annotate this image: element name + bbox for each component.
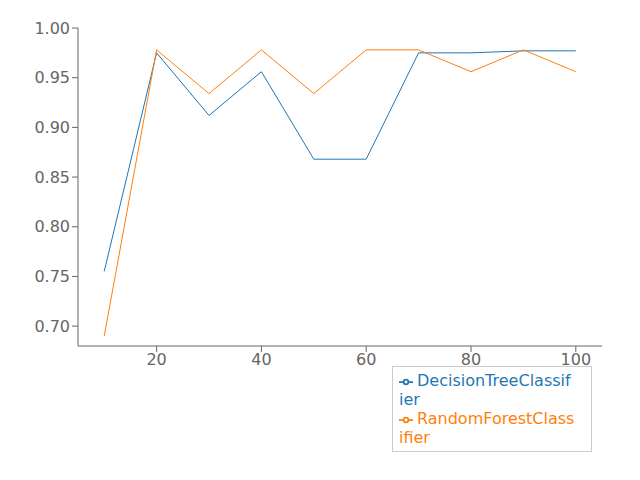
- svg-text:0.80: 0.80: [34, 217, 70, 236]
- svg-text:0.90: 0.90: [34, 118, 70, 137]
- svg-text:20: 20: [146, 350, 166, 369]
- svg-text:0.70: 0.70: [34, 317, 70, 336]
- html-text:RandomForestClassifier: RandomForestClassifier: [399, 409, 575, 447]
- svg-text:0.85: 0.85: [34, 168, 70, 187]
- svg-text:1.00: 1.00: [34, 19, 70, 38]
- svg-text:100: 100: [561, 350, 592, 369]
- svg-text:40: 40: [251, 350, 271, 369]
- svg-text:0.95: 0.95: [34, 68, 70, 87]
- svg-text:0.75: 0.75: [34, 267, 70, 286]
- html-text:DecisionTreeClassifier: DecisionTreeClassifier: [399, 371, 571, 409]
- svg-text:60: 60: [356, 350, 376, 369]
- svg-text:80: 80: [461, 350, 481, 369]
